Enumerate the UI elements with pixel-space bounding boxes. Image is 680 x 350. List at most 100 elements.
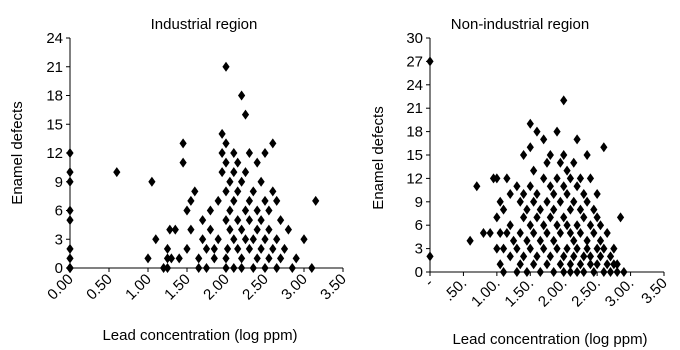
right-data-point xyxy=(513,243,521,254)
right-data-point xyxy=(570,196,578,207)
right-data-point xyxy=(600,243,608,254)
left-data-point xyxy=(238,253,246,264)
right-data-point xyxy=(560,251,568,262)
left-x-tick-label: 2.50 xyxy=(239,271,272,304)
right-data-point xyxy=(570,251,578,262)
right-data-point xyxy=(536,235,544,246)
left-data-point xyxy=(210,253,218,264)
right-data-point xyxy=(479,228,488,238)
right-data-point xyxy=(523,267,531,277)
right-data-point xyxy=(530,259,538,270)
left-data-point xyxy=(222,186,230,197)
left-data-point xyxy=(144,253,152,264)
right-data-point xyxy=(586,173,595,184)
right-data-point xyxy=(553,243,561,254)
right-y-tick-label: 6 xyxy=(415,217,423,234)
right-y-tick-label: 24 xyxy=(406,77,423,94)
right-data-point xyxy=(543,196,551,207)
left-data-point xyxy=(238,224,246,235)
left-data-point xyxy=(253,253,261,264)
left-x-tick-label: 0.50 xyxy=(83,271,116,304)
right-data-point xyxy=(426,56,434,67)
right-data-point xyxy=(593,259,601,270)
right-data-point xyxy=(520,212,528,223)
left-data-point xyxy=(245,148,253,158)
right-data-point xyxy=(486,228,494,238)
left-y-tick-label: 0 xyxy=(55,260,63,277)
right-data-point xyxy=(546,251,554,262)
right-data-point xyxy=(550,267,558,277)
right-data-point xyxy=(576,259,585,270)
right-data-point xyxy=(533,189,541,199)
right-data-point xyxy=(616,212,625,223)
right-data-point xyxy=(556,157,564,168)
right-data-point xyxy=(590,267,598,277)
right-data-point xyxy=(593,189,601,199)
right-y-tick-label: 30 xyxy=(406,30,423,47)
left-data-point xyxy=(308,263,316,273)
right-data-point xyxy=(520,251,528,262)
right-y-tick-label: 18 xyxy=(406,124,423,141)
left-data-point xyxy=(284,224,292,235)
right-data-point xyxy=(573,134,581,145)
right-data-point xyxy=(570,157,578,168)
left-x-label: Lead concentration (log ppm) xyxy=(102,327,297,344)
left-data-point xyxy=(202,263,211,273)
right-data-point xyxy=(566,259,574,270)
left-data-point xyxy=(199,234,207,245)
left-x-tick-label: 2.00 xyxy=(200,271,233,304)
left-data-point xyxy=(277,215,285,226)
left-data-point xyxy=(257,215,265,226)
right-data-point xyxy=(580,212,588,223)
right-x-tick-label: 3.50 xyxy=(638,275,671,308)
left-data-point xyxy=(222,157,230,168)
left-data-point xyxy=(238,176,246,187)
left-y-tick-label: 21 xyxy=(46,59,63,76)
left-data-point xyxy=(288,263,296,273)
left-data-point xyxy=(214,195,222,206)
right-data-point xyxy=(610,243,618,254)
left-data-point xyxy=(171,224,179,235)
left-data-point xyxy=(66,176,74,187)
right-data-point xyxy=(493,243,501,254)
right-data-point xyxy=(513,267,521,277)
left-data-point xyxy=(261,195,269,206)
left-data-point xyxy=(253,224,261,235)
left-data-point xyxy=(312,195,320,206)
right-data-point xyxy=(546,150,554,160)
left-data-point xyxy=(195,253,203,264)
left-data-point xyxy=(245,195,253,206)
right-data-point xyxy=(620,267,628,277)
right-data-point xyxy=(593,212,601,223)
right-data-point xyxy=(586,220,595,231)
left-data-point xyxy=(175,253,183,264)
right-data-point xyxy=(516,196,524,207)
right-data-point xyxy=(520,189,528,199)
left-x-tick-label: 3.00 xyxy=(278,271,311,304)
left-data-point xyxy=(214,234,222,245)
left-data-point xyxy=(245,243,253,254)
right-x-tick-label: .50. xyxy=(441,275,471,305)
left-data-point xyxy=(249,263,257,273)
left-data-point xyxy=(230,167,238,178)
left-data-point xyxy=(218,167,226,178)
right-data-point xyxy=(560,212,568,223)
right-data-point xyxy=(566,228,574,238)
left-data-point xyxy=(230,148,238,158)
right-data-point xyxy=(560,150,568,160)
left-data-point xyxy=(230,234,238,245)
right-data-point xyxy=(506,251,514,262)
industrial-panel: Industrial region 0 3 6 9 12 15 18 21 24 0.00 0.50… xyxy=(9,16,350,344)
left-data-point xyxy=(206,205,214,216)
right-data-point xyxy=(606,251,615,262)
right-data-point xyxy=(546,181,554,192)
right-data-point xyxy=(466,235,474,246)
right-data-point xyxy=(556,259,564,270)
left-data-point xyxy=(218,148,226,158)
right-data-point xyxy=(546,212,554,223)
right-data-point xyxy=(473,181,481,192)
left-title: Industrial region xyxy=(151,16,258,33)
left-points xyxy=(66,61,320,273)
left-data-point xyxy=(234,215,242,226)
